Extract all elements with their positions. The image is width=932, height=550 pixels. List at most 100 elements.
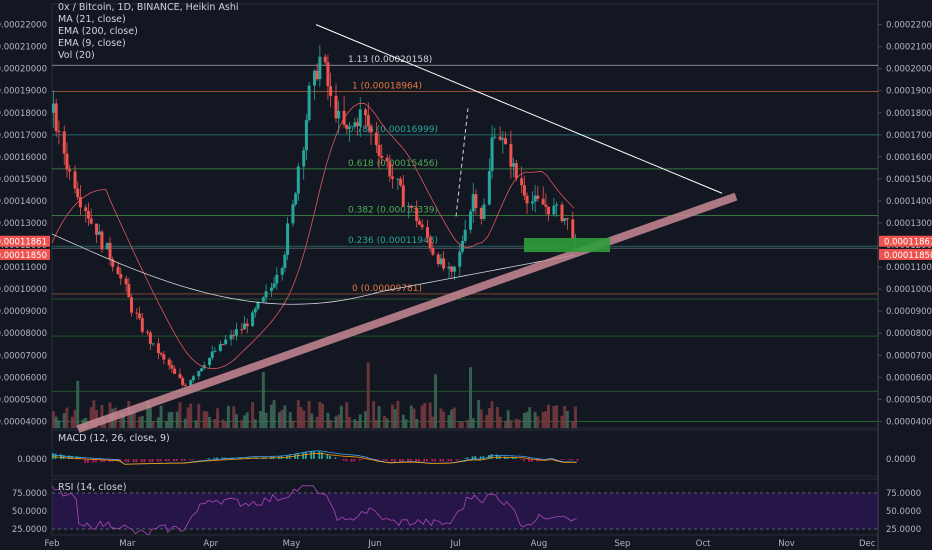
candle-body (407, 205, 411, 207)
macd-histogram-bar (512, 457, 514, 459)
macd-histogram-bar (60, 454, 62, 459)
macd-zero-left: 0.0000 (17, 455, 47, 465)
candle-body (560, 204, 564, 222)
price-badge-text: 0.00011861 (884, 238, 932, 248)
price-badge-right (879, 235, 932, 247)
price-badge-text-left: 0.00011850 (0, 251, 47, 261)
macd-histogram-bar (143, 459, 146, 463)
candle-body (345, 124, 349, 129)
candle-body (544, 204, 548, 207)
volume-bar (447, 415, 451, 428)
volume-bar (197, 403, 201, 428)
macd-histogram-bar (361, 459, 364, 460)
volume-bar (291, 420, 295, 428)
candle-body (552, 205, 556, 215)
price-tick-right: 0.00006000 (886, 373, 932, 383)
volume-bar (504, 420, 507, 428)
candle-body (191, 376, 195, 381)
volume-bar (65, 407, 69, 428)
price-tick-left: 0.00013000 (0, 219, 47, 229)
macd-histogram-bar (471, 456, 474, 459)
candle-body (377, 144, 381, 156)
candle-body (501, 138, 505, 140)
volume-bar (159, 405, 163, 428)
price-tick-right: 0.00005000 (886, 395, 932, 405)
price-tick-left: 0.00015000 (0, 175, 47, 185)
candle-body (119, 274, 123, 279)
volume-bar (156, 417, 160, 428)
candle-body (512, 163, 516, 167)
macd-histogram-bar (54, 453, 57, 459)
candle-body (329, 86, 333, 96)
macd-histogram-bar (522, 459, 525, 462)
candle-body (95, 223, 99, 235)
volume-bar (138, 416, 142, 428)
macd-histogram-bar (181, 459, 183, 461)
signal-line (51, 453, 577, 465)
volume-bar (498, 416, 502, 428)
volume-bar (70, 416, 74, 428)
price-tick-right: 0.00007000 (886, 351, 932, 361)
candle-body (436, 254, 440, 265)
volume-bar (186, 407, 190, 428)
candle-body (312, 70, 316, 86)
macd-histogram-bar (377, 459, 380, 460)
ema200-line (51, 233, 575, 305)
macd-histogram-bar (70, 455, 73, 459)
fib-level-label: 1.13 (0.00020158) (348, 55, 432, 65)
volume-bar (415, 418, 419, 428)
macd-histogram-bar (439, 459, 442, 462)
volume-bar (506, 410, 510, 428)
volume-bar (563, 406, 567, 428)
price-tick-left: 0.00022000 (0, 21, 47, 31)
macd-histogram-bar (417, 459, 420, 462)
macd-histogram-bar (334, 457, 337, 459)
macd-histogram-bar (62, 454, 65, 459)
candle-body (493, 136, 497, 138)
candle-body (525, 195, 529, 204)
macd-histogram-bar (213, 457, 216, 459)
month-tick: Sep (614, 539, 630, 549)
price-badge-left (0, 235, 50, 247)
macd-histogram-bar (100, 459, 103, 463)
candle-body (353, 122, 357, 128)
candle-body (380, 155, 384, 158)
fib-level-label: 0.786 (0.00016999) (348, 125, 438, 135)
candle-body (197, 371, 201, 377)
rsi-tick-right: 50.0000 (886, 507, 921, 517)
candle-body (291, 204, 295, 224)
volume-bar (428, 402, 432, 428)
candle-body (286, 223, 290, 255)
candle-body (86, 211, 90, 219)
volume-bar (514, 418, 518, 428)
volume-bar (460, 421, 464, 428)
candle-body (178, 373, 182, 379)
macd-histogram-bar (208, 458, 210, 459)
candle-body (369, 126, 373, 133)
candle-body (213, 350, 217, 352)
candle-body (474, 194, 478, 209)
volume-bar (264, 412, 268, 428)
macd-histogram-bar (216, 457, 218, 459)
macd-histogram-bar (321, 452, 323, 459)
candle-body (431, 248, 435, 255)
rsi-legend: RSI (14, close) (58, 482, 126, 494)
candle-body (294, 193, 298, 205)
volume-bar (339, 405, 343, 428)
price-tick-left: 0.00020000 (0, 65, 47, 75)
volume-bar (377, 406, 381, 428)
main-pane (51, 3, 879, 429)
volume-bar (382, 415, 386, 428)
price-tick-right: 0.00021000 (886, 43, 932, 53)
volume-bar (409, 405, 413, 428)
volume-bar (62, 412, 66, 428)
volume-bar (536, 416, 540, 428)
macd-histogram-bar (103, 459, 105, 462)
volume-bar (315, 416, 319, 428)
candle-body (347, 127, 351, 129)
candle-body (210, 351, 214, 358)
macd-histogram-bar (312, 451, 315, 459)
price-tick-right: 0.00013000 (886, 219, 932, 229)
ma-label: MA (21, close) (58, 14, 126, 25)
